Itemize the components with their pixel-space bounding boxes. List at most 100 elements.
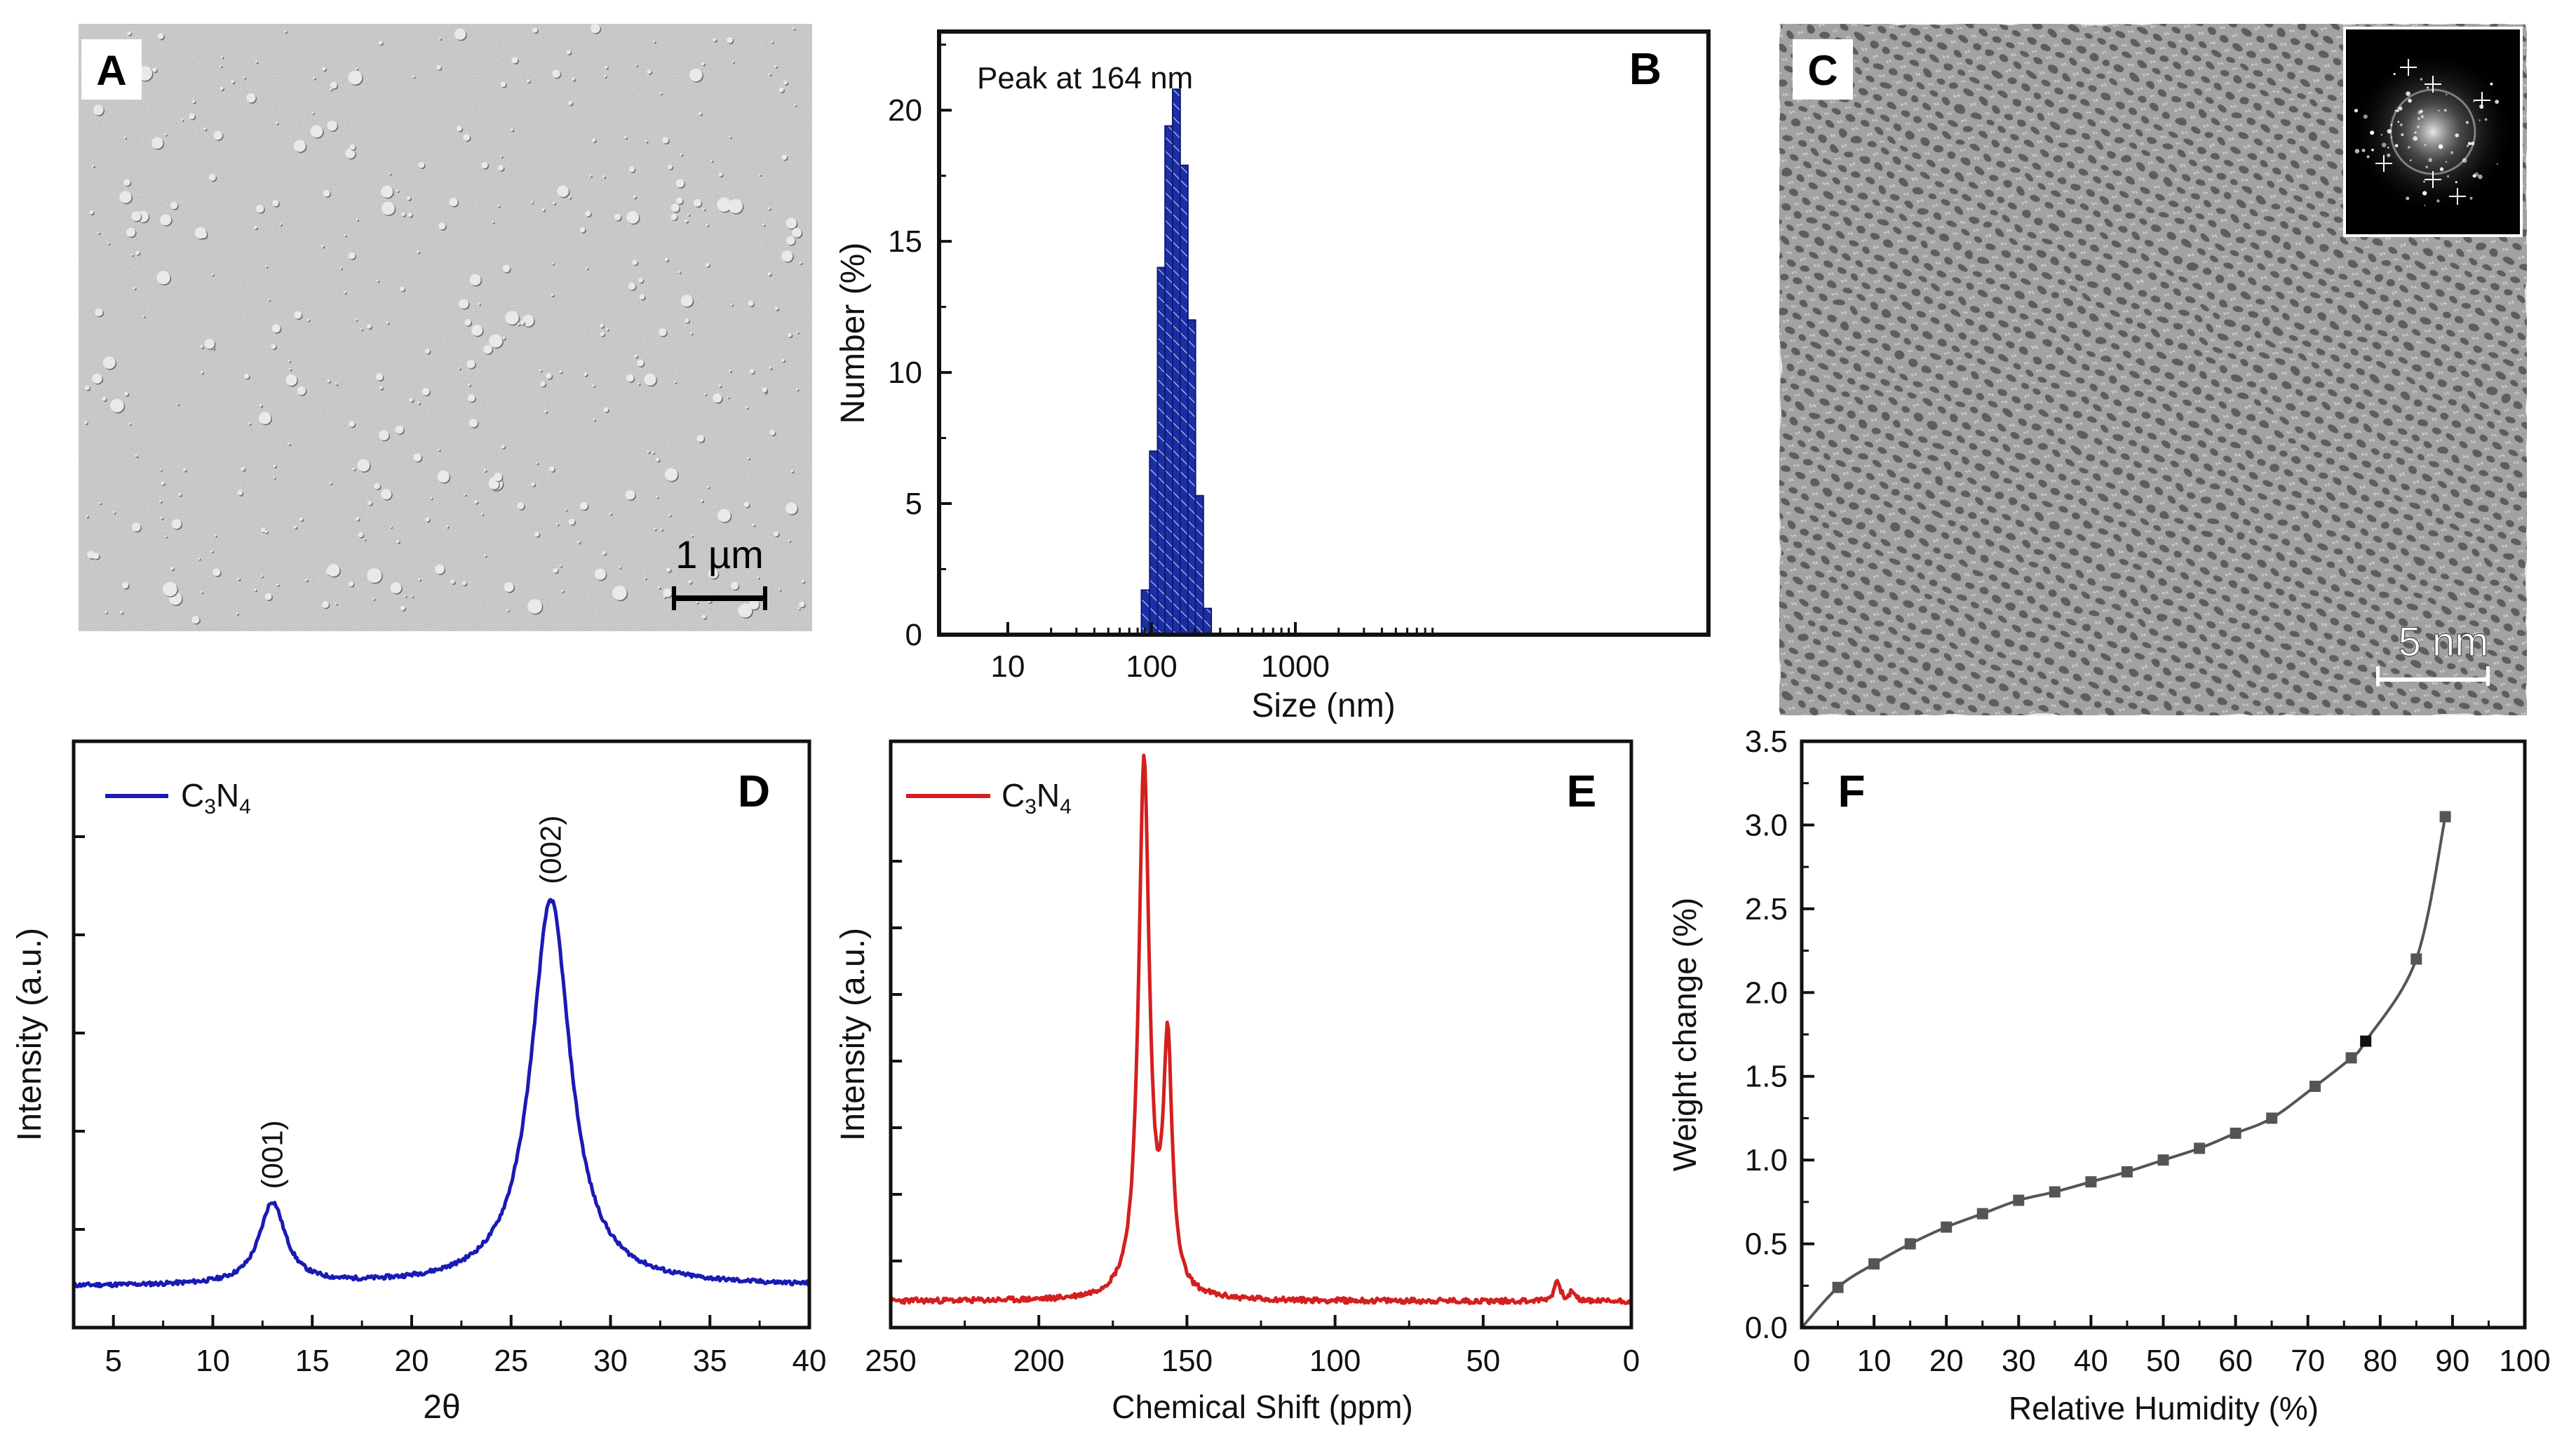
fft-spot <box>2387 129 2392 134</box>
sem-particle <box>378 41 383 45</box>
sem-particle <box>293 140 306 152</box>
sem-particle <box>437 470 450 483</box>
fft-spot <box>2371 149 2374 151</box>
sem-particle <box>396 539 400 544</box>
sem-particle <box>356 218 358 221</box>
sem-particle <box>483 344 492 354</box>
fft-spot <box>2478 174 2483 180</box>
x-tick-label: 20 <box>394 1344 429 1378</box>
sem-particle <box>124 391 128 396</box>
sem-particle <box>461 581 466 586</box>
sem-particle <box>203 127 206 130</box>
sem-particle <box>463 134 471 141</box>
sem-particle <box>579 227 586 233</box>
x-tick-label: 50 <box>1466 1344 1500 1378</box>
sem-particle <box>407 212 412 217</box>
sem-particle <box>505 311 519 325</box>
x-tick-label: 25 <box>494 1344 528 1378</box>
x-tick-label: 90 <box>2435 1344 2469 1378</box>
sem-particle <box>246 93 256 103</box>
legend-text-e: C3N4 <box>1002 777 1072 818</box>
sem-particle <box>381 185 393 198</box>
sem-particle <box>680 153 682 156</box>
sem-particle <box>264 593 272 600</box>
sem-particle <box>728 198 743 214</box>
sem-particle <box>191 100 196 103</box>
sem-particle <box>213 568 221 576</box>
sem-particle <box>500 155 503 158</box>
fft-spot <box>2479 119 2481 121</box>
fft-spot <box>2427 86 2429 89</box>
fft-spot <box>2398 106 2403 111</box>
sem-particle <box>652 451 654 454</box>
panel-e-label: E <box>1567 766 1597 816</box>
fft-inset <box>2343 27 2523 237</box>
sem-particle <box>327 564 340 577</box>
sem-particle <box>785 502 797 515</box>
sem-particle <box>381 489 392 500</box>
sem-particle <box>259 403 262 407</box>
sem-particle <box>568 196 571 199</box>
sem-particle <box>511 57 518 64</box>
sem-particle <box>757 576 760 579</box>
sem-particle <box>483 468 487 472</box>
sem-particle <box>731 60 734 63</box>
sem-particle <box>644 373 656 386</box>
sem-particle <box>85 385 90 391</box>
sem-particle <box>349 144 356 150</box>
sem-particle <box>517 502 525 510</box>
sem-particle <box>478 303 480 305</box>
sem-particle <box>255 205 264 213</box>
sem-particle <box>395 425 404 434</box>
sem-particle <box>98 501 101 504</box>
fft-spot <box>2408 98 2413 103</box>
sem-particle <box>540 381 546 386</box>
sem-particle <box>794 104 797 107</box>
sem-texture <box>79 24 812 631</box>
y-tick-label: 0.0 <box>1745 1311 1788 1345</box>
x-tick-label: 20 <box>1929 1344 1964 1378</box>
panel-a-label-box <box>81 39 142 100</box>
sem-particle <box>293 525 297 529</box>
sem-particle <box>544 410 547 413</box>
fft-spot <box>2354 109 2359 113</box>
sem-particle <box>191 616 200 624</box>
sem-particle <box>668 164 673 170</box>
histogram-bar <box>1149 450 1159 635</box>
sem-particle <box>746 406 748 409</box>
sem-particle <box>273 464 276 468</box>
sem-particle <box>253 226 257 229</box>
fft-spot <box>2401 133 2404 136</box>
sem-particle <box>572 77 575 81</box>
data-point <box>1904 1238 1916 1250</box>
sem-particle <box>729 370 731 372</box>
fft-bright-spot <box>2449 188 2466 205</box>
sem-particle <box>689 68 703 82</box>
sem-particle <box>690 534 693 537</box>
histogram-bar <box>1156 266 1166 635</box>
fft-spot <box>2455 181 2457 184</box>
fft-spot <box>2380 133 2383 136</box>
sem-particle <box>701 62 705 66</box>
sem-particle <box>297 386 306 396</box>
sem-particle <box>436 65 441 70</box>
histogram-bar <box>1194 494 1204 635</box>
sem-particle <box>468 383 471 386</box>
fft-spot <box>2366 155 2370 158</box>
panel-b-label: B <box>1629 43 1661 94</box>
fft-spot <box>2425 166 2429 168</box>
sem-particle <box>304 579 308 581</box>
sem-particle <box>718 384 721 387</box>
x-tick-label: 100 <box>1126 649 1177 684</box>
panel-f: 0 10 20 30 40 50 60 70 80 90 100 0.0 0.5 1.0 1.5 2.0 2.5… <box>1666 724 2551 1426</box>
sem-particle <box>703 208 706 210</box>
sem-particle <box>435 564 445 574</box>
sem-particle <box>400 605 405 611</box>
sem-particle <box>510 128 513 131</box>
sem-particle <box>335 382 337 386</box>
sem-particle <box>200 345 203 349</box>
fft-spot <box>2363 114 2368 119</box>
sem-particle <box>279 223 282 226</box>
sem-particle <box>556 522 559 525</box>
sem-particle <box>687 213 690 216</box>
